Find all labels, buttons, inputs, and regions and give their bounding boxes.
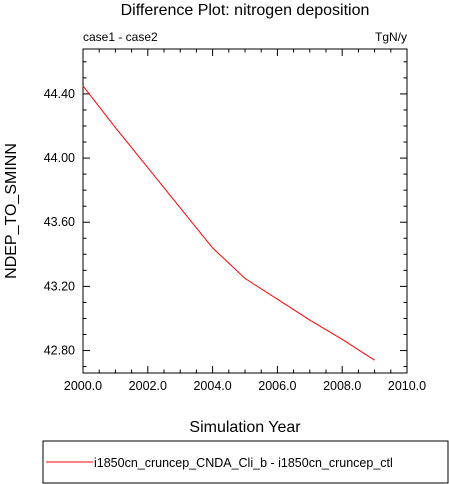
legend-box — [42, 440, 449, 484]
x-tick-label: 2008.0 — [323, 379, 361, 393]
y-tick-label: 43.60 — [44, 215, 75, 229]
y-tick-label: 44.40 — [44, 87, 75, 101]
y-tick-label: 44.00 — [44, 151, 75, 165]
series-lines — [82, 85, 375, 361]
x-tick-label: 2002.0 — [129, 379, 167, 393]
x-tick-label: 2004.0 — [193, 379, 231, 393]
x-tick-label: 2006.0 — [258, 379, 296, 393]
y-tick-label: 42.80 — [44, 344, 75, 358]
chart-title: Difference Plot: nitrogen deposition — [121, 2, 370, 19]
plot-area-frame — [82, 48, 408, 374]
x-axis-label: Simulation Year — [189, 419, 301, 436]
chart-subtitle-left: case1 - case2 — [83, 30, 158, 44]
y-axis-label: NDEP_TO_SMINN — [3, 143, 20, 279]
x-tick-label: 2000.0 — [64, 379, 102, 393]
y-tick-label: 43.20 — [44, 279, 75, 293]
x-tick-label: 2010.0 — [388, 379, 426, 393]
axis-ticks — [82, 49, 408, 373]
chart-subtitle-right: TgN/y — [375, 30, 407, 44]
legend-entry-label: i1850cn_cruncep_CNDA_Cli_b - i1850cn_cru… — [94, 456, 393, 470]
axis-tick-labels: 2000.0 2002.0 2004.0 2006.0 2008.0 2010.0 42.8… — [44, 87, 426, 393]
series-line — [82, 85, 375, 361]
